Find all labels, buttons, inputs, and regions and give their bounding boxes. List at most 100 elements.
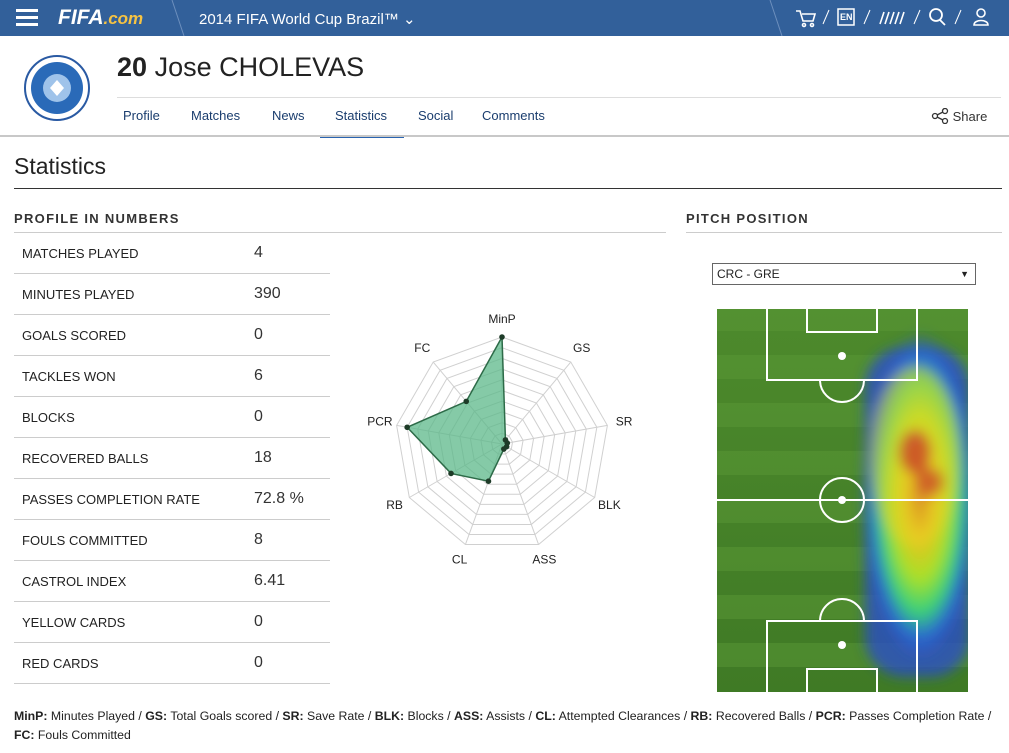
profile-title: PROFILE IN NUMBERS [14,211,180,226]
player-number: 20 [117,52,148,82]
top-bar: FIFA.com 2014 FIFA World Cup Brazil™ ⌄ E… [0,0,1009,36]
section-title: Statistics [14,153,107,179]
legend-text: Assists [486,709,526,723]
divider [0,135,1009,137]
legend-separator: / [275,709,279,723]
axis-label: ASS [532,553,556,567]
tab[interactable]: Statistics [335,108,388,123]
axis-label: CL [452,553,468,567]
heatmap [715,307,970,694]
language-icon[interactable] [837,8,855,26]
tab[interactable]: Matches [191,108,241,123]
row-label: BLOCKS [22,410,75,425]
brand-name: FIFA [58,6,104,29]
row-value: 0 [254,613,263,630]
brand-suffix: .com [103,9,144,28]
brand[interactable]: FIFA.com [58,6,143,30]
row-line [14,396,330,397]
event-selector[interactable]: 2014 FIFA World Cup Brazil™ ⌄ [199,11,416,28]
divider [14,232,666,233]
search-icon[interactable] [929,8,946,26]
legend-abbr: FC: [14,728,35,742]
legend-text: Save Rate [307,709,365,723]
row-label: RECOVERED BALLS [22,451,149,466]
match-select[interactable]: CRC - GRE ▼ [712,263,976,285]
radar-area [405,334,509,483]
row-line [14,314,330,315]
separator [769,0,783,36]
row-label: TACKLES WON [22,369,116,384]
legend-text: Blocks [407,709,444,723]
legend-abbr: RB: [690,709,713,723]
abbreviation-legend: MinP: Minutes Played / GS: Total Goals s… [14,707,999,745]
row-label: YELLOW CARDS [22,615,126,630]
separator [913,9,921,25]
legend-separator: / [528,709,532,723]
row-line [14,683,330,684]
spoke [501,361,572,445]
menu-icon[interactable] [16,9,38,26]
radar-point [499,334,505,340]
header-graphics [16,0,989,36]
radar-point [501,446,507,452]
axis-label: RB [386,498,403,512]
row-value: 18 [254,449,272,466]
legend-abbr: GS: [145,709,168,723]
row-line [14,273,330,274]
legend-separator: / [987,709,992,723]
row-label: RED CARDS [22,656,99,671]
legend-separator: / [683,709,688,723]
tab[interactable]: Comments [482,108,545,123]
row-value: 0 [254,408,263,425]
row-line [14,355,330,356]
legend-text: Passes Completion Rate [849,709,985,723]
row-value: 0 [254,326,263,343]
axis-label: FC [414,341,430,355]
axis-label: SR [616,415,633,429]
row-label: CASTROL INDEX [22,574,127,589]
language-code[interactable]: EN [840,12,853,22]
legend-text: Minutes Played [50,709,135,723]
team-logo [24,55,90,121]
row-label: PASSES COMPLETION RATE [22,492,200,507]
row-label: MINUTES PLAYED [22,287,135,302]
legend-abbr: SR: [282,709,304,723]
separator [954,9,962,25]
share-button[interactable]: Share [931,107,988,125]
grid-ring [406,347,598,535]
row-value: 4 [254,244,263,261]
row-value: 72.8 % [254,490,304,507]
cart-icon[interactable] [796,10,817,28]
grid-ring [417,357,587,525]
row-value: 6.41 [254,572,286,589]
row-line [14,560,330,561]
tab[interactable]: Social [418,108,454,123]
event-name: 2014 FIFA World Cup Brazil™ [199,11,399,28]
legend-abbr: ASS: [454,709,484,723]
legend-separator: / [138,709,142,723]
row-label: GOALS SCORED [22,328,127,343]
axis-label: PCR [367,415,393,429]
radar-chart: MinP GS SR BLK ASS CL RB PCR FC [367,312,633,567]
user-icon[interactable] [973,8,989,26]
row-label: FOULS COMMITTED [22,533,148,548]
row-value: 8 [254,531,263,548]
tab[interactable]: Profile [123,108,160,123]
row-line [14,437,330,438]
legend-abbr: BLK: [374,709,405,723]
row-value: 390 [254,285,281,302]
radar-point [485,478,492,485]
axis-label: GS [573,341,590,355]
row-line [14,642,330,643]
grid-ring [396,336,608,546]
share-label: Share [952,109,988,124]
radar-point [404,424,410,431]
row-value: 6 [254,367,263,384]
legend-separator: / [808,709,813,723]
hands-icon[interactable] [879,11,905,25]
row-line [14,519,330,520]
axis-label: BLK [598,498,621,512]
tab[interactable]: News [272,108,305,123]
player-heading: 20 Jose CHOLEVAS [117,52,364,83]
